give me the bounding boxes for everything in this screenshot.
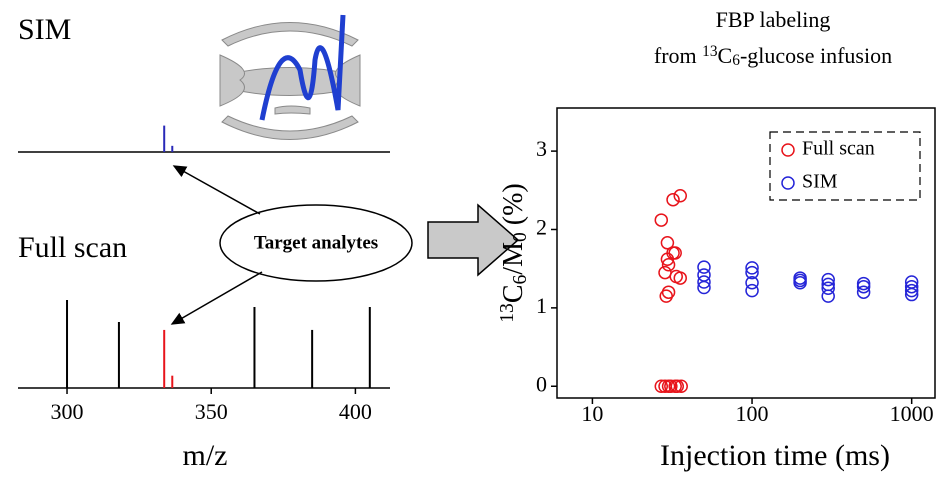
marker <box>822 290 834 302</box>
arrow <box>174 166 260 214</box>
marker <box>698 269 710 281</box>
marker <box>660 290 672 302</box>
x-tick-label: 350 <box>195 399 228 424</box>
arrow <box>172 272 262 324</box>
marker <box>659 267 671 279</box>
y-tick-label: 1 <box>536 293 547 318</box>
y-tick-label: 0 <box>536 371 547 396</box>
x-tick-label: 300 <box>51 399 84 424</box>
marker <box>655 214 667 226</box>
figure: Target analytes FBP labeling from 13C6-g… <box>0 0 945 478</box>
legend-label: Full scan <box>802 138 875 160</box>
spectrum-label: Full scan <box>18 231 127 264</box>
marker <box>746 285 758 297</box>
x-tick-label: 400 <box>339 399 372 424</box>
spectrum-label: SIM <box>18 13 71 46</box>
y-tick-label: 2 <box>536 215 547 240</box>
y-tick-label: 3 <box>536 136 547 161</box>
x-tick-label: 100 <box>736 401 769 426</box>
marker <box>674 190 686 202</box>
y-axis-label: 13C6/M0 (%) <box>497 183 531 323</box>
x-tick-label: 1000 <box>890 401 934 426</box>
marker <box>667 194 679 206</box>
legend-label: SIM <box>802 171 838 193</box>
marker <box>674 272 686 284</box>
annotation: Target analytes <box>254 232 378 253</box>
x-tick-label: 10 <box>581 401 603 426</box>
chart-title: FBP labeling <box>716 7 831 32</box>
chart-subtitle: from 13C6-glucose infusion <box>654 43 892 70</box>
x-axis-label: m/z <box>183 439 228 472</box>
x-axis-label: Injection time (ms) <box>660 439 890 472</box>
